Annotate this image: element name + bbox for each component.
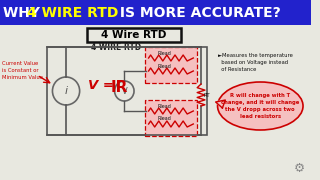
Text: ⚙: ⚙ [293,161,305,174]
FancyBboxPatch shape [145,100,197,136]
Text: 4 WIRE RTD: 4 WIRE RTD [27,6,119,20]
Text: IS MORE ACCURATE?: IS MORE ACCURATE? [115,6,280,20]
Text: IR: IR [111,80,128,94]
Ellipse shape [218,82,303,130]
Bar [0,0,311,25]
Text: V =: V = [88,78,119,91]
Polygon shape [216,100,225,108]
Text: Rlead: Rlead [157,103,171,109]
Text: RT: RT [204,93,211,98]
Text: Rlead: Rlead [157,51,171,55]
FancyBboxPatch shape [145,47,197,83]
Text: 4 WIRE RTD: 4 WIRE RTD [92,42,142,51]
Text: Current Value
is Constant or
Minimum Value: Current Value is Constant or Minimum Val… [2,60,43,80]
Text: Rlead: Rlead [157,116,171,122]
Text: Rlead: Rlead [157,64,171,69]
FancyBboxPatch shape [87,28,181,42]
Bar [47,47,207,135]
Circle shape [52,77,80,105]
Text: ►Measures the temperature
  based on Voltage instead
  of Resistance: ►Measures the temperature based on Volta… [218,53,292,71]
Text: i: i [65,86,68,96]
Text: WHY: WHY [3,6,45,20]
Text: R will change with T
change, and it will change
the V dropp across two
lead resi: R will change with T change, and it will… [221,93,300,119]
Circle shape [115,81,134,101]
Text: 4 Wire RTD: 4 Wire RTD [101,30,167,39]
Text: V: V [122,87,127,96]
